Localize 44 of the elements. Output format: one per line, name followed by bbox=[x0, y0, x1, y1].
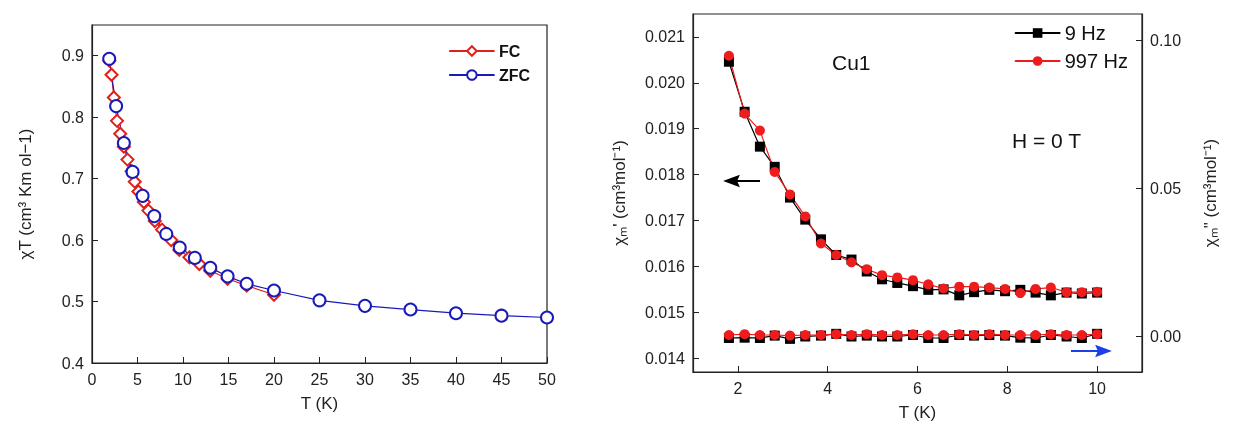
y-tick-label: 0.019 bbox=[644, 120, 686, 138]
legend-label: ZFC bbox=[498, 66, 531, 84]
legend-label: 9 Hz bbox=[1064, 22, 1106, 44]
y2-tick-label: 0.05 bbox=[1150, 180, 1182, 198]
x-tick-label: 50 bbox=[538, 370, 556, 388]
x-tick-label: 10 bbox=[1088, 379, 1107, 397]
x-axis-title: T (K) bbox=[898, 403, 937, 422]
y-tick-label: 0.015 bbox=[644, 303, 686, 321]
y2-tick-label: 0.10 bbox=[1150, 32, 1182, 50]
x-tick-label: 10 bbox=[174, 370, 192, 388]
x-tick-label: 40 bbox=[447, 370, 465, 388]
y-tick-label: 0.5 bbox=[61, 293, 85, 311]
x-tick-label: 20 bbox=[265, 370, 283, 388]
x-tick-label: 0 bbox=[87, 370, 97, 388]
x-tick-label: 2 bbox=[733, 379, 743, 397]
y-tick-label: 0.4 bbox=[61, 354, 85, 372]
y2-axis-title: χₘ" (cm³mol⁻¹) bbox=[1201, 138, 1220, 248]
y-tick-label: 0.016 bbox=[644, 257, 686, 275]
x-tick-label: 5 bbox=[133, 370, 143, 388]
y2-tick-label: 0.00 bbox=[1150, 328, 1182, 345]
y-tick-label: 0.6 bbox=[61, 231, 85, 249]
x-tick-label: 8 bbox=[1002, 379, 1012, 397]
y-tick-label: 0.020 bbox=[644, 74, 686, 92]
annotation: H = 0 T bbox=[1012, 129, 1082, 152]
x-tick-label: 30 bbox=[356, 370, 374, 388]
x-tick-label: 45 bbox=[492, 370, 511, 388]
y-tick-label: 0.7 bbox=[61, 170, 85, 188]
y-tick-label: 0.018 bbox=[644, 166, 686, 184]
x-tick-label: 4 bbox=[823, 379, 833, 397]
y-tick-label: 0.8 bbox=[61, 108, 85, 126]
y-tick-label: 0.9 bbox=[61, 47, 85, 65]
x-tick-label: 6 bbox=[913, 379, 923, 397]
y-tick-label: 0.014 bbox=[644, 349, 686, 367]
y-axis-title: χT (cm³ Km ol−1) bbox=[16, 128, 35, 260]
x-tick-label: 35 bbox=[401, 370, 420, 388]
legend-label: FC bbox=[498, 42, 521, 60]
x-axis-title: T (K) bbox=[300, 394, 339, 413]
legend-label: 997 Hz bbox=[1064, 50, 1129, 72]
y-axis-title: χₘ' (cm³mol⁻¹) bbox=[610, 140, 629, 246]
y-tick-label: 0.017 bbox=[644, 212, 686, 230]
annotation: Cu1 bbox=[832, 51, 871, 74]
y-tick-label: 0.021 bbox=[644, 28, 686, 46]
x-tick-label: 15 bbox=[219, 370, 238, 388]
x-tick-label: 25 bbox=[310, 370, 329, 388]
